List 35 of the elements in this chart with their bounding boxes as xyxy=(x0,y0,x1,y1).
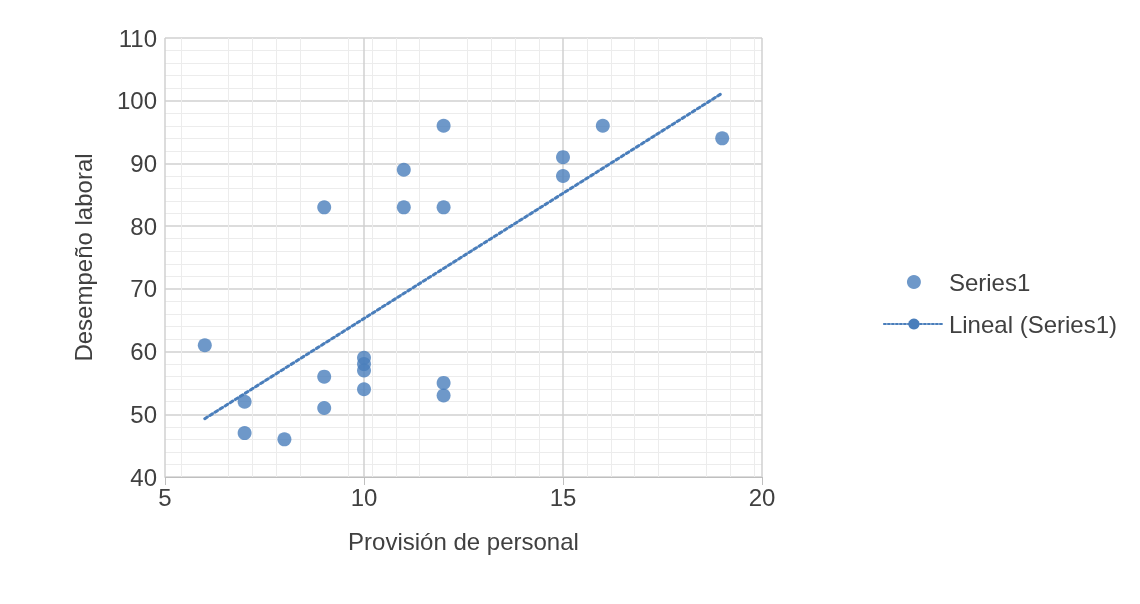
point xyxy=(237,394,252,409)
y-tick-label: 60 xyxy=(130,338,157,366)
y-tick-label: 70 xyxy=(130,275,157,303)
point xyxy=(436,388,451,403)
x-tick-label: 10 xyxy=(350,483,378,511)
point xyxy=(436,375,451,390)
y-tick-label: 100 xyxy=(116,87,157,115)
y-tick-label: 110 xyxy=(118,24,157,52)
point xyxy=(277,432,292,447)
point xyxy=(436,118,451,133)
legend-label: Lineal (Series1) xyxy=(948,310,1118,338)
point xyxy=(357,363,371,378)
point xyxy=(317,401,332,416)
point xyxy=(317,369,332,384)
x-axis-title: Provisión de personal xyxy=(348,527,579,555)
y-tick-label: 40 xyxy=(130,463,157,491)
x-tick-label: 15 xyxy=(549,483,577,511)
point xyxy=(357,382,371,397)
legend-label: Series1 xyxy=(948,268,1031,296)
point xyxy=(556,168,570,183)
y-axis-title: Desempeño laboral xyxy=(69,153,97,362)
x-tick-label: 5 xyxy=(158,483,172,511)
y-tick-label: 80 xyxy=(130,212,157,240)
point xyxy=(436,200,451,215)
point xyxy=(595,118,610,133)
y-tick-label: 50 xyxy=(130,400,157,428)
point xyxy=(556,150,570,165)
point xyxy=(237,426,252,441)
point xyxy=(396,162,411,177)
point xyxy=(715,131,730,146)
x-tick-label: 20 xyxy=(748,483,776,511)
point xyxy=(197,338,212,353)
y-tick-label: 90 xyxy=(130,149,157,177)
point xyxy=(396,200,411,215)
point xyxy=(317,200,332,215)
